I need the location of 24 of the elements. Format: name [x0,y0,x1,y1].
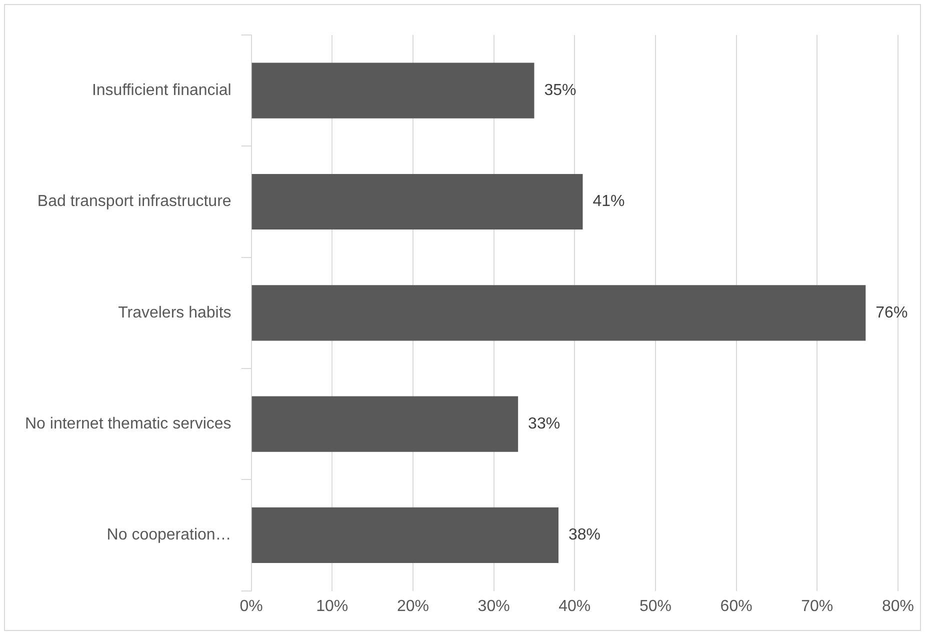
x-tick-label: 10% [316,598,348,615]
x-tick-label: 50% [639,598,672,615]
x-tick-label: 30% [478,598,510,615]
data-label: 35% [544,82,576,99]
x-tick-label: 60% [720,598,752,615]
x-tick-label: 0% [240,598,263,615]
bar [252,62,534,118]
y-tick-label: Travelers habits [118,304,232,322]
data-label: 38% [568,526,601,544]
y-tick-label: No cooperation… [106,526,232,544]
y-tick-label: Bad transport infrastructure [37,193,232,210]
y-tick-label: No internet thematic services [24,415,232,432]
data-label: 41% [592,193,625,210]
x-tick-label: 80% [882,598,914,615]
bar [252,285,866,341]
bar [252,396,518,452]
data-label: 76% [876,304,908,322]
bar [252,507,558,564]
data-label: 33% [528,415,560,432]
x-tick-label: 20% [396,598,429,615]
y-tick-label: Insufficient financial [92,82,232,99]
bar [252,174,583,230]
x-tick-label: 70% [801,598,834,615]
x-tick-label: 40% [558,598,591,615]
